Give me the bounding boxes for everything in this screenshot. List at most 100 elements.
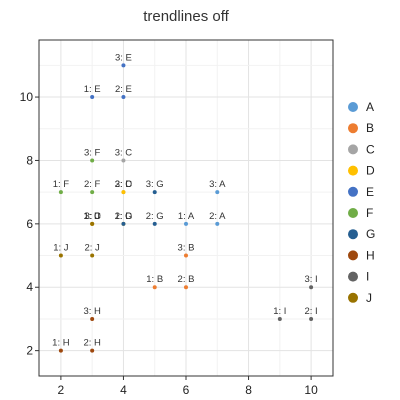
y-tick-label: 8 xyxy=(26,153,33,167)
legend-marker xyxy=(348,165,358,176)
legend-marker xyxy=(348,229,358,240)
legend-label: A xyxy=(366,100,374,114)
data-point-i xyxy=(309,285,314,290)
data-label: 2: C xyxy=(115,179,133,190)
x-tick-label: 10 xyxy=(304,383,318,397)
legend-item[interactable]: H xyxy=(348,248,375,262)
legend-item[interactable]: B xyxy=(348,121,374,135)
data-point-b xyxy=(184,285,188,290)
legend-label: G xyxy=(366,227,375,241)
data-label: 2: G xyxy=(146,211,164,222)
data-point-h xyxy=(90,348,95,353)
data-point-f xyxy=(90,190,95,195)
data-label: 3: C xyxy=(115,147,133,158)
data-point-h xyxy=(90,316,95,321)
legend-item[interactable]: E xyxy=(348,185,374,199)
data-label: 1: B xyxy=(146,274,163,285)
data-label: 1: E xyxy=(84,84,101,95)
data-point-b xyxy=(152,285,157,290)
y-tick-label: 6 xyxy=(26,217,33,231)
data-label: 1: D xyxy=(83,211,101,222)
data-label: 2: F xyxy=(84,179,101,190)
data-point-g xyxy=(121,221,126,226)
legend-label: D xyxy=(366,164,375,178)
data-point-a xyxy=(184,221,188,226)
data-label: 1: C xyxy=(83,211,101,222)
legend-marker xyxy=(348,250,358,261)
x-tick-label: 2 xyxy=(58,383,65,397)
legend-marker xyxy=(348,144,358,155)
legend-item[interactable]: J xyxy=(348,291,372,305)
data-label: 3: F xyxy=(84,147,101,158)
data-point-j xyxy=(90,221,95,226)
data-point-g xyxy=(152,190,157,195)
legend-item[interactable]: F xyxy=(348,206,373,220)
data-label: 1: I xyxy=(273,306,286,317)
data-label: 3: D xyxy=(115,179,133,190)
data-point-i xyxy=(309,316,314,321)
legend-item[interactable]: G xyxy=(348,227,375,241)
data-point-a xyxy=(215,190,220,195)
y-tick-label: 10 xyxy=(20,90,34,104)
data-label: 3: E xyxy=(115,52,132,63)
data-label: 3: A xyxy=(209,179,226,190)
data-point-d xyxy=(121,190,126,195)
data-point-e xyxy=(121,63,126,68)
data-label: 1: A xyxy=(178,211,195,222)
data-label: 2: A xyxy=(209,211,226,222)
legend-label: J xyxy=(366,291,372,305)
legend-label: H xyxy=(366,248,375,262)
data-label: 1: F xyxy=(53,179,70,190)
data-point-j xyxy=(90,253,95,258)
legend-label: E xyxy=(366,185,374,199)
axes: 2 4 6 8 10 2 4 6 8 10 xyxy=(20,90,318,397)
data-point-f xyxy=(58,190,63,195)
y-tick-label: 2 xyxy=(26,344,33,358)
data-point-c xyxy=(121,158,126,163)
data-point-a xyxy=(215,221,220,226)
data-label: 2: I xyxy=(305,306,318,317)
data-label: 1: G xyxy=(114,211,132,222)
legend-marker xyxy=(348,186,358,197)
legend-label: I xyxy=(366,270,369,284)
legend-marker xyxy=(348,292,358,303)
data-point-b xyxy=(184,253,188,258)
y-tick-label: 4 xyxy=(26,280,33,294)
data-point-f xyxy=(90,158,95,163)
data-point-g xyxy=(152,221,157,226)
legend-item[interactable]: D xyxy=(348,164,375,178)
data-point-i xyxy=(277,316,282,321)
legend-label: F xyxy=(366,206,373,220)
data-point-e xyxy=(90,95,95,100)
legend-item[interactable]: C xyxy=(348,142,375,156)
data-label: 2: H xyxy=(83,338,101,349)
x-tick-label: 6 xyxy=(183,383,190,397)
legend-label: C xyxy=(366,142,375,156)
data-label: 3: H xyxy=(83,306,101,317)
legend-item[interactable]: A xyxy=(348,100,374,114)
x-tick-label: 4 xyxy=(120,383,127,397)
data-label: 3: J xyxy=(85,211,101,222)
data-label: 1: J xyxy=(53,243,69,254)
data-label: 2: J xyxy=(85,243,101,254)
legend-label: B xyxy=(366,121,374,135)
data-label: 3: I xyxy=(305,274,318,285)
legend-marker xyxy=(348,123,358,134)
legend-item[interactable]: I xyxy=(348,270,369,284)
data-point-e xyxy=(121,95,126,100)
data-label: 3: B xyxy=(178,243,195,254)
data-label: 3: G xyxy=(146,179,164,190)
legend-marker xyxy=(348,208,358,218)
data-point-j xyxy=(58,253,63,258)
chart-title: trendlines off xyxy=(143,8,229,25)
legend-marker xyxy=(348,271,358,282)
legend-marker xyxy=(348,102,358,112)
data-label: 1: H xyxy=(52,338,70,349)
data-points: 1: A 2: A 3: A 1: B 2: B 3: B 1: C 2: C 3: C 1: D… xyxy=(52,52,318,353)
data-label: 2: D xyxy=(115,211,133,222)
x-tick-label: 8 xyxy=(245,383,252,397)
data-point-h xyxy=(58,348,63,353)
